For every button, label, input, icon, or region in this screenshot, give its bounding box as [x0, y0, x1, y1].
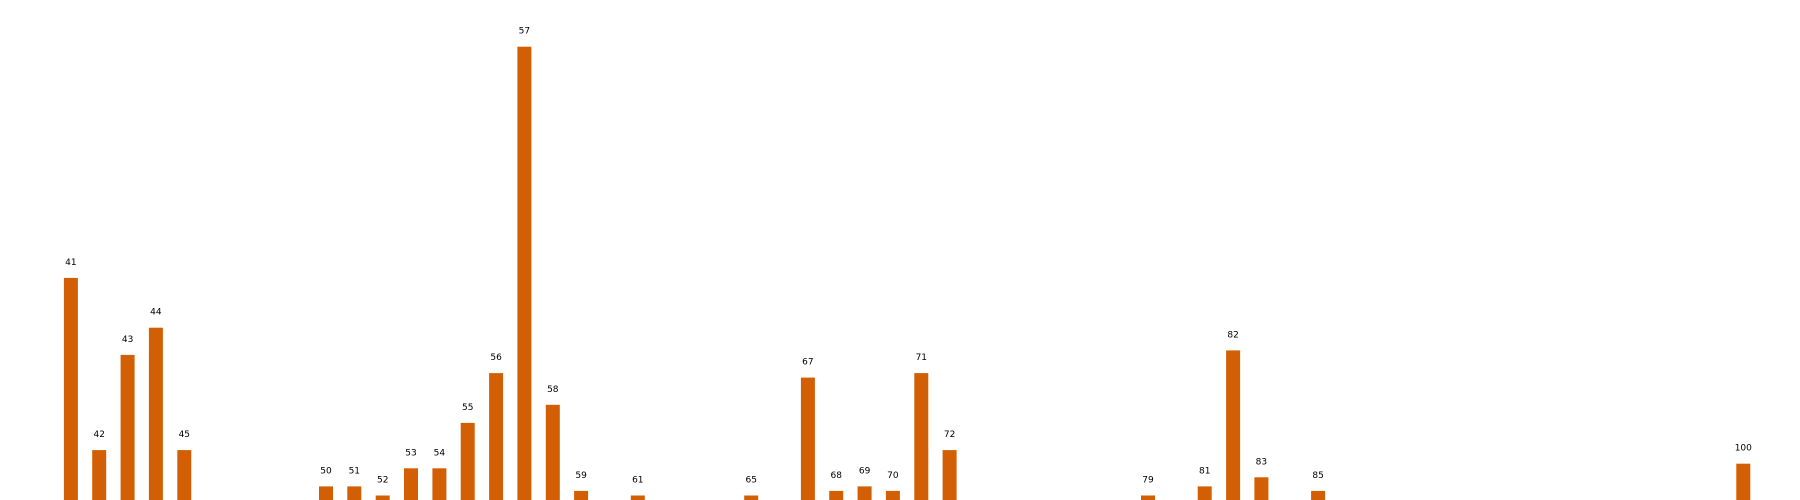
bar-42	[92, 450, 107, 500]
bar-label-55: 55	[462, 403, 473, 413]
bar-59	[574, 490, 589, 500]
bar-label-41: 41	[65, 258, 76, 268]
bar-label-44: 44	[150, 308, 162, 318]
bar-100	[1736, 463, 1751, 500]
bar-label-71: 71	[916, 353, 927, 363]
bar-label-56: 56	[490, 353, 502, 363]
bar-53	[404, 468, 418, 500]
bar-54	[432, 468, 447, 500]
bar-56	[489, 373, 504, 500]
bar-57	[517, 46, 532, 500]
bar-82	[1226, 350, 1241, 500]
bar-label-85: 85	[1312, 471, 1323, 481]
bar-label-72: 72	[944, 430, 955, 440]
bars-layer	[63, 46, 1751, 500]
bar-label-52: 52	[377, 476, 388, 486]
bar-label-51: 51	[349, 466, 360, 476]
bar-51	[347, 486, 362, 500]
bar-52	[375, 495, 390, 500]
bar-label-83: 83	[1256, 457, 1267, 467]
bar-labels-layer: 41 42 43 44 45 50 51 52 53 54 55 56 57 58 59 61 65 67 68 69…	[65, 27, 1752, 486]
bar-label-100: 100	[1735, 444, 1752, 454]
bar-65	[744, 495, 759, 500]
bar-label-61: 61	[632, 476, 643, 486]
bar-label-54: 54	[434, 448, 446, 458]
bar-70	[885, 490, 900, 500]
bar-71	[914, 373, 929, 500]
bar-50	[319, 486, 333, 500]
bar-83	[1254, 477, 1269, 500]
bar-43	[120, 354, 135, 500]
bar-45	[177, 450, 192, 500]
bar-label-67: 67	[802, 358, 813, 368]
bar-79	[1141, 495, 1155, 500]
bar-label-82: 82	[1227, 330, 1238, 340]
bar-label-50: 50	[320, 466, 332, 476]
bar-label-68: 68	[830, 471, 842, 481]
bar-81	[1197, 486, 1212, 500]
bar-label-79: 79	[1142, 476, 1154, 486]
bar-41	[63, 277, 78, 500]
bar-label-81: 81	[1199, 466, 1210, 476]
bar-label-69: 69	[859, 466, 871, 476]
bar-label-53: 53	[405, 448, 416, 458]
bar-label-59: 59	[575, 471, 587, 481]
bar-68	[829, 490, 844, 500]
bar-label-42: 42	[93, 430, 104, 440]
bar-label-57: 57	[519, 27, 530, 37]
bar-label-65: 65	[745, 476, 756, 486]
bar-44	[148, 327, 163, 500]
bar-label-70: 70	[887, 471, 899, 481]
bar-72	[942, 450, 957, 500]
bar-55	[460, 422, 475, 500]
bar-label-45: 45	[179, 430, 190, 440]
bar-58	[545, 404, 560, 500]
bar-label-43: 43	[122, 335, 133, 345]
bar-69	[857, 486, 872, 500]
bar-61	[630, 495, 645, 500]
bar-67	[800, 377, 815, 500]
bar-label-58: 58	[547, 385, 559, 395]
bar-85	[1311, 490, 1326, 500]
